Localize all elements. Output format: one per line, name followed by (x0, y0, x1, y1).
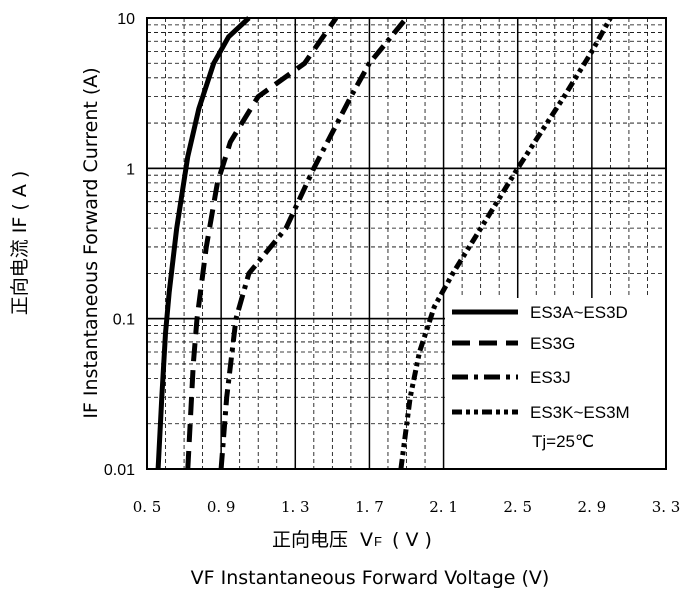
x-tick-label: 2. 5 (503, 498, 532, 516)
condition-annotation: Tj=25℃ (532, 432, 594, 451)
x-axis-title-subscript: F (374, 534, 382, 549)
legend-label-1: ES3A~ES3D (530, 303, 628, 322)
x-tick-labels: 0. 5 0. 9 1. 3 1. 7 2. 1 2. 5 2. 9 3. 3 (133, 498, 681, 516)
y-axis-title-cn: 正向电流 IF ( A ) (9, 171, 31, 316)
legend-label-3: ES3J (530, 368, 571, 387)
x-tick-label: 2. 1 (429, 498, 458, 516)
legend-box (445, 298, 665, 468)
x-tick-label: 1. 3 (281, 498, 310, 516)
legend-label-4: ES3K~ES3M (530, 403, 630, 422)
series-line-1 (155, 16, 251, 470)
x-axis-title-cn: 正向电压 V F ( V ) (272, 529, 432, 551)
x-tick-label: 0. 9 (207, 498, 236, 516)
y-tick-labels: 0.01 0.1 1 10 (104, 11, 135, 479)
x-tick-label: 1. 7 (355, 498, 384, 516)
y-tick-label: 0.01 (104, 462, 135, 479)
plot-frame (146, 17, 667, 470)
series-line-2 (185, 16, 339, 470)
x-axis-title-en: VF Instantaneous Forward Voltage (V) (191, 567, 550, 589)
x-axis-title-unit: ( V ) (392, 529, 432, 551)
x-axis-title-symbol: V (360, 529, 373, 551)
curves (155, 16, 613, 470)
x-tick-label: 3. 3 (652, 498, 681, 516)
y-tick-label: 1 (126, 161, 135, 178)
x-axis-title-cn-label: 正向电压 (272, 529, 348, 551)
x-tick-label: 2. 9 (578, 498, 607, 516)
series-line-4 (398, 16, 613, 470)
grid (146, 17, 667, 470)
legend: ES3A~ES3D ES3G ES3J ES3K~ES3M Tj=25℃ (445, 298, 665, 468)
y-axis-title-en: IF Instantaneous Forward Current (A) (80, 67, 102, 418)
series-line-3 (218, 16, 409, 470)
y-tick-label: 10 (117, 11, 135, 28)
x-tick-label: 0. 5 (133, 498, 162, 516)
legend-label-2: ES3G (530, 334, 575, 353)
y-tick-label: 0.1 (113, 312, 135, 329)
